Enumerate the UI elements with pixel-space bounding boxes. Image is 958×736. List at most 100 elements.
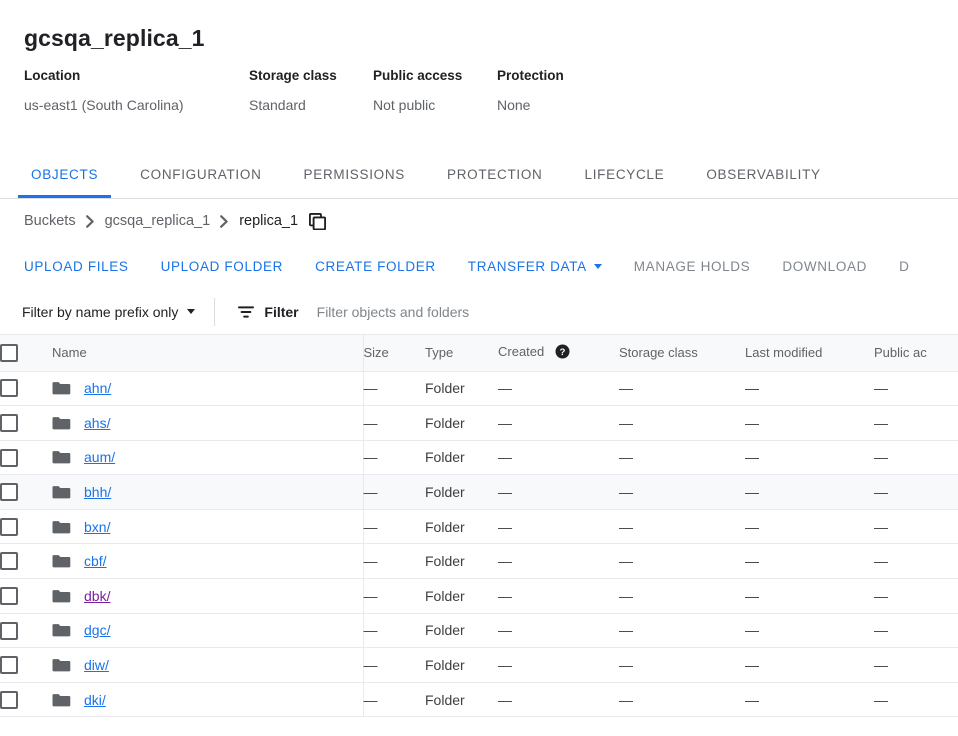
tab-observability[interactable]: OBSERVABILITY <box>706 167 821 182</box>
row-name-cell: ahn/ <box>52 371 364 407</box>
summary-label-storage-class: Storage class <box>249 68 337 83</box>
row-select-cell <box>0 682 52 718</box>
row-public-access-cell: — <box>874 613 958 649</box>
column-header-created[interactable]: Created ? <box>498 335 619 372</box>
folder-icon <box>52 449 71 465</box>
row-size-cell: — <box>363 543 425 580</box>
table-row[interactable]: ahn/— Folder — — — — <box>0 371 958 407</box>
object-link[interactable]: ahs/ <box>84 414 111 431</box>
table-row[interactable]: bhh/— Folder — — — — <box>0 474 958 510</box>
upload-files-button[interactable]: UPLOAD FILES <box>24 258 129 274</box>
row-created-cell: — <box>498 578 619 614</box>
table-row[interactable]: dbk/— Folder — — — — <box>0 578 958 614</box>
object-actions-toolbar: UPLOAD FILES UPLOAD FOLDER CREATE FOLDER… <box>0 243 958 289</box>
column-header-storage-class[interactable]: Storage class <box>619 335 745 372</box>
folder-icon <box>52 588 71 604</box>
tab-configuration[interactable]: CONFIGURATION <box>140 167 262 182</box>
row-select-cell <box>0 613 52 649</box>
tab-permissions[interactable]: PERMISSIONS <box>303 167 405 182</box>
table-row[interactable]: dki/— Folder — — — — <box>0 682 958 718</box>
tab-lifecycle[interactable]: LIFECYCLE <box>584 167 665 182</box>
row-storage-class-cell: — <box>619 543 745 580</box>
objects-table: Name Size Type Created ? Storage class <box>0 335 958 718</box>
summary-item-storage-class: Storage class Standard <box>249 66 373 115</box>
row-created-cell: — <box>498 613 619 649</box>
column-header-created-label: Created <box>498 344 545 360</box>
row-type-cell: Folder <box>425 578 498 614</box>
table-row[interactable]: cbf/— Folder — — — — <box>0 543 958 580</box>
row-last-modified-cell: — <box>745 371 874 407</box>
row-last-modified-cell: — <box>745 405 874 441</box>
row-last-modified-cell: — <box>745 647 874 683</box>
row-storage-class-cell: — <box>619 578 745 614</box>
column-header-public-access[interactable]: Public ac <box>874 335 958 372</box>
filter-prefix-mode-select[interactable]: Filter by name prefix only <box>22 304 196 320</box>
row-storage-class-cell: — <box>619 647 745 683</box>
object-link[interactable]: aum/ <box>84 449 116 466</box>
object-link[interactable]: dbk/ <box>84 587 111 604</box>
help-icon[interactable]: ? <box>555 344 570 362</box>
column-header-name[interactable]: Name <box>52 335 364 372</box>
row-checkbox[interactable] <box>0 621 18 640</box>
row-public-access-cell: — <box>874 474 958 510</box>
row-checkbox[interactable] <box>0 587 18 605</box>
object-link[interactable]: dgc/ <box>84 622 111 639</box>
object-link[interactable]: cbf/ <box>84 553 107 570</box>
transfer-data-label: TRANSFER DATA <box>467 258 587 274</box>
table-row[interactable]: diw/— Folder — — — — <box>0 647 958 683</box>
transfer-data-button[interactable]: TRANSFER DATA <box>468 259 602 274</box>
object-link[interactable]: ahn/ <box>84 380 112 397</box>
row-checkbox[interactable] <box>0 552 18 571</box>
row-size-cell: — <box>363 474 425 510</box>
row-name-cell: dki/ <box>52 682 364 718</box>
upload-folder-button[interactable]: UPLOAD FOLDER <box>160 258 284 274</box>
breadcrumb-item-current: replica_1 <box>239 213 299 229</box>
folder-icon <box>52 657 71 673</box>
row-checkbox[interactable] <box>0 690 18 709</box>
object-link[interactable]: dki/ <box>84 691 106 708</box>
row-checkbox[interactable] <box>0 414 18 433</box>
row-checkbox[interactable] <box>0 448 18 467</box>
row-type-cell: Folder <box>425 682 498 718</box>
row-last-modified-cell: — <box>745 474 874 510</box>
copy-icon[interactable] <box>309 212 327 230</box>
row-checkbox[interactable] <box>0 483 18 502</box>
row-select-cell <box>0 474 52 510</box>
row-name-cell: bxn/ <box>52 509 364 545</box>
column-header-size[interactable]: Size <box>363 335 425 372</box>
row-storage-class-cell: — <box>619 440 745 476</box>
filter-bar: Filter by name prefix only Filter <box>0 289 958 335</box>
tab-protection[interactable]: PROTECTION <box>447 167 543 182</box>
filter-input[interactable] <box>316 303 737 320</box>
table-row[interactable]: dgc/— Folder — — — — <box>0 613 958 649</box>
select-all-checkbox[interactable] <box>0 343 18 362</box>
chevron-right-icon-2 <box>220 214 229 228</box>
row-public-access-cell: — <box>874 371 958 407</box>
table-row[interactable]: aum/— Folder — — — — <box>0 440 958 476</box>
breadcrumb-item-buckets[interactable]: Buckets <box>24 213 76 229</box>
delete-button[interactable]: D <box>899 258 910 274</box>
row-created-cell: — <box>498 371 619 407</box>
table-row[interactable]: bxn/— Folder — — — — <box>0 509 958 545</box>
row-checkbox[interactable] <box>0 517 18 536</box>
table-row[interactable]: ahs/— Folder — — — — <box>0 405 958 441</box>
download-button[interactable]: DOWNLOAD <box>782 258 868 274</box>
column-header-last-modified[interactable]: Last modified <box>745 335 874 372</box>
create-folder-button[interactable]: CREATE FOLDER <box>315 258 436 274</box>
object-link[interactable]: bxn/ <box>84 518 111 535</box>
object-link[interactable]: diw/ <box>84 657 109 674</box>
row-select-cell <box>0 405 52 441</box>
tab-objects[interactable]: OBJECTS <box>10 151 119 198</box>
manage-holds-button[interactable]: MANAGE HOLDS <box>633 258 751 274</box>
row-checkbox[interactable] <box>0 379 18 398</box>
summary-label-location: Location <box>24 68 81 83</box>
row-storage-class-cell: — <box>619 509 745 545</box>
row-checkbox[interactable] <box>0 656 18 675</box>
row-created-cell: — <box>498 647 619 683</box>
folder-icon <box>52 380 71 396</box>
column-header-type[interactable]: Type <box>425 335 498 372</box>
object-link[interactable]: bhh/ <box>84 484 112 501</box>
folder-icon <box>52 415 71 431</box>
row-type-cell: Folder <box>425 613 498 649</box>
breadcrumb-item-bucket[interactable]: gcsqa_replica_1 <box>104 213 211 229</box>
